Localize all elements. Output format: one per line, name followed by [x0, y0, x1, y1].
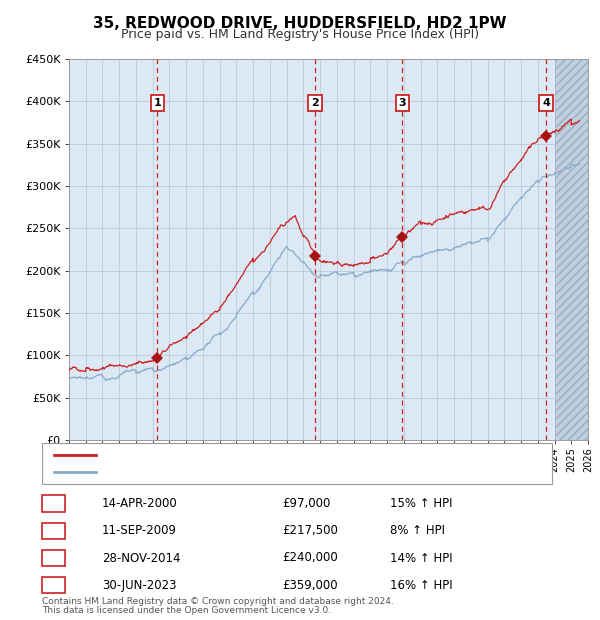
Text: 2: 2 [311, 98, 319, 108]
Bar [554, 59, 588, 440]
Text: £217,500: £217,500 [282, 525, 338, 537]
Text: £359,000: £359,000 [282, 579, 338, 591]
Text: 1: 1 [154, 98, 161, 108]
Text: Contains HM Land Registry data © Crown copyright and database right 2024.: Contains HM Land Registry data © Crown c… [42, 597, 394, 606]
Text: 4: 4 [49, 579, 58, 591]
Text: 2: 2 [49, 525, 58, 537]
Text: 11-SEP-2009: 11-SEP-2009 [102, 525, 177, 537]
Text: 35, REDWOOD DRIVE, HUDDERSFIELD, HD2 1PW: 35, REDWOOD DRIVE, HUDDERSFIELD, HD2 1PW [93, 16, 507, 30]
Text: 35, REDWOOD DRIVE, HUDDERSFIELD, HD2 1PW (detached house): 35, REDWOOD DRIVE, HUDDERSFIELD, HD2 1PW… [102, 450, 451, 459]
Text: 15% ↑ HPI: 15% ↑ HPI [390, 497, 452, 510]
Text: 14-APR-2000: 14-APR-2000 [102, 497, 178, 510]
Text: 8% ↑ HPI: 8% ↑ HPI [390, 525, 445, 537]
Text: This data is licensed under the Open Government Licence v3.0.: This data is licensed under the Open Gov… [42, 606, 331, 615]
Text: HPI: Average price, detached house, Kirklees: HPI: Average price, detached house, Kirk… [102, 467, 337, 477]
Text: 3: 3 [398, 98, 406, 108]
Text: 16% ↑ HPI: 16% ↑ HPI [390, 579, 452, 591]
Text: 1: 1 [49, 497, 58, 510]
Text: 30-JUN-2023: 30-JUN-2023 [102, 579, 176, 591]
Text: 3: 3 [49, 552, 58, 564]
Text: £240,000: £240,000 [282, 552, 338, 564]
Text: 4: 4 [542, 98, 550, 108]
Text: 28-NOV-2014: 28-NOV-2014 [102, 552, 181, 564]
Text: 14% ↑ HPI: 14% ↑ HPI [390, 552, 452, 564]
Text: £97,000: £97,000 [282, 497, 331, 510]
Text: Price paid vs. HM Land Registry's House Price Index (HPI): Price paid vs. HM Land Registry's House … [121, 28, 479, 41]
